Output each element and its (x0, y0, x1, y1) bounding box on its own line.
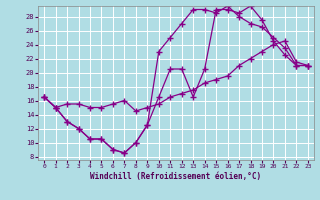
X-axis label: Windchill (Refroidissement éolien,°C): Windchill (Refroidissement éolien,°C) (91, 172, 261, 181)
